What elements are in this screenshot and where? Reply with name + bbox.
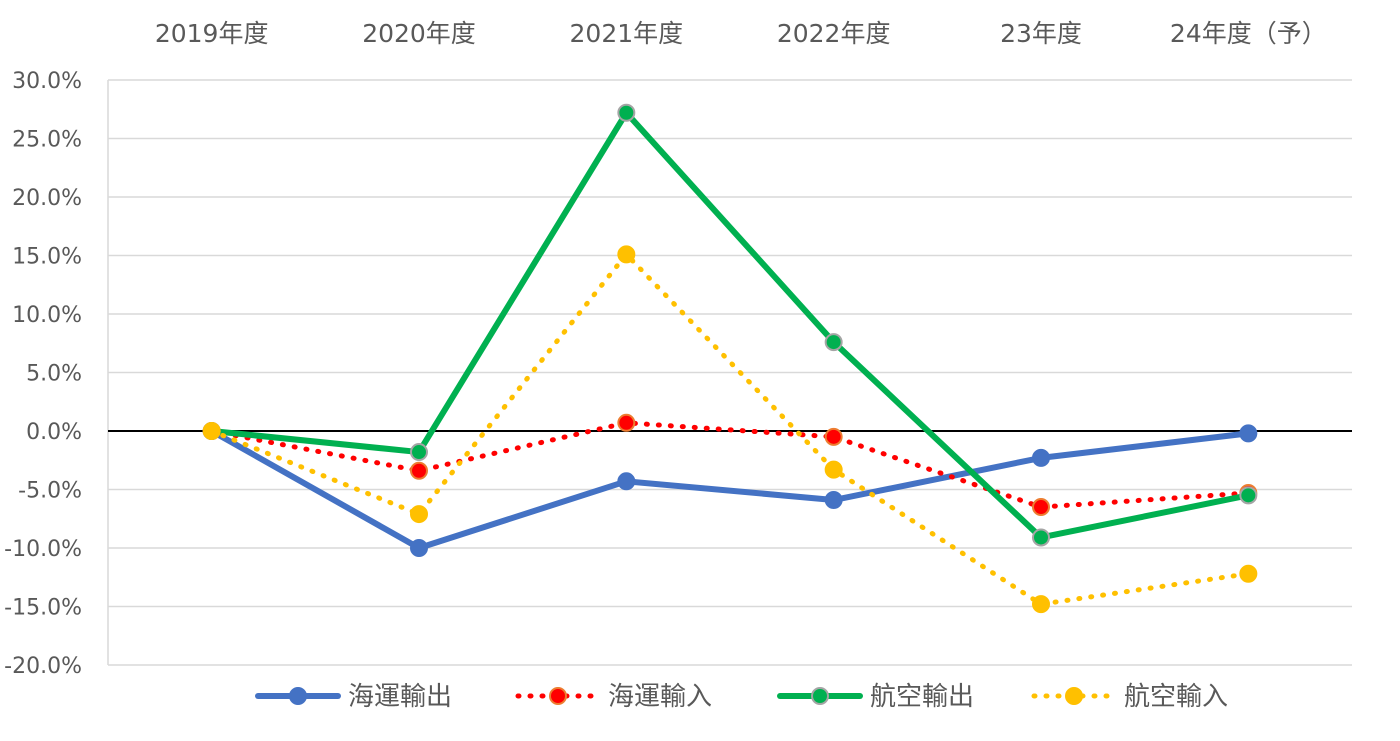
legend-swatch-marker [289,687,307,705]
data-point [1032,528,1050,547]
data-point [202,422,221,440]
legend-item: 海運輸入 [515,682,712,712]
data-point [410,539,428,557]
legend-label: 海運輸出 [348,682,452,712]
legend-label: 航空輸入 [1124,682,1228,712]
legend-swatch-marker [549,687,567,705]
legend-item: 航空輸出 [777,682,974,712]
legend: 海運輸出 海運輸入 航空輸出 航空輸入 [255,682,1228,712]
data-point [410,443,428,462]
legend-item: 航空輸入 [1031,682,1228,712]
x-category-label: 23年度 [1000,19,1082,48]
y-tick-label: 10.0% [12,303,82,328]
data-point [824,491,843,510]
y-tick-label: -5.0% [18,479,82,504]
data-point [1239,486,1258,505]
data-point [617,103,636,122]
data-point [617,472,636,491]
data-point [617,245,636,264]
data-point [1032,448,1050,467]
data-point [617,413,636,432]
series-lines [202,103,1258,614]
legend-swatch-marker [1065,687,1083,705]
legend-label: 航空輸出 [870,682,974,712]
y-tick-label: -20.0% [4,654,82,679]
x-category-label: 2021年度 [570,19,684,48]
y-tick-label: 0.0% [26,420,82,445]
data-point [410,461,428,480]
data-point [1239,564,1258,583]
axes: 30.0% 25.0% 20.0% 15.0% 10.0% 5.0% 0.0% -5.0% -1… [4,19,1352,679]
series-group [202,245,1258,614]
y-tick-label: -15.0% [4,596,82,621]
data-point [824,427,843,446]
x-category-label: 24年度（予） [1170,19,1327,48]
data-point [824,333,843,352]
legend-swatch-marker [811,687,829,705]
y-tick-label: 20.0% [12,186,82,211]
y-tick-label: 15.0% [12,245,82,270]
x-category-label: 2022年度 [777,19,891,48]
data-point [824,460,843,479]
series-line [209,420,1251,510]
series-line [208,428,1252,551]
series-line [208,109,1252,541]
legend-item: 海運輸出 [255,682,452,712]
data-point [1032,595,1050,614]
data-point [1032,498,1050,517]
y-tick-label: 30.0% [12,69,82,94]
x-category-label: 2020年度 [362,19,476,48]
y-tick-label: 5.0% [26,362,82,387]
legend-label: 海運輸入 [608,682,712,712]
data-point [410,505,428,524]
y-tick-label: -10.0% [4,537,82,562]
y-tick-label: 25.0% [12,128,82,153]
data-point [1239,424,1258,443]
x-category-label: 2019年度 [155,19,269,48]
